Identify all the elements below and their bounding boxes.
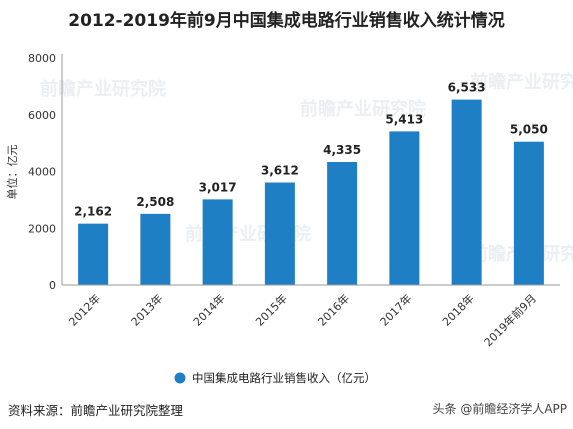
bar (513, 141, 544, 285)
data-labels-group: 2,162 2,508 3,017 3,612 4,335 5,413 6,533 5,050 (74, 81, 548, 219)
bar (451, 99, 482, 285)
brand-credit: 头条 @前瞻经济学人APP (432, 402, 568, 416)
watermark-text: 前瞻产业研究院 (470, 71, 573, 93)
chart-title: 2012-2019年前9月中国集成电路行业销售收入统计情况 (68, 11, 505, 31)
x-tick-label: 2019年前9月 (481, 291, 539, 349)
data-label: 2,508 (136, 195, 174, 209)
data-label: 5,050 (510, 123, 548, 137)
x-tick-label: 2017年 (377, 291, 414, 328)
y-tick-label: 4000 (28, 166, 56, 179)
legend-label: 中国集成电路行业销售收入（亿元） (192, 371, 376, 385)
y-tick-label: 0 (49, 279, 56, 292)
x-tick-label: 2012年 (66, 291, 103, 328)
legend-marker (174, 372, 186, 384)
bar (389, 131, 420, 285)
x-tick-label: 2015年 (253, 291, 290, 328)
data-label: 6,533 (448, 81, 486, 95)
y-axis: 0 2000 4000 6000 8000 单位：亿元 (5, 52, 63, 292)
watermark-text: 前瞻产业研究院 (300, 98, 426, 120)
data-label: 3,017 (199, 180, 237, 194)
x-tick-label: 2014年 (190, 291, 227, 328)
x-tick-label: 2016年 (315, 291, 352, 328)
legend: 中国集成电路行业销售收入（亿元） (174, 371, 376, 385)
bar (140, 213, 171, 285)
x-tick-label: 2018年 (439, 291, 476, 328)
y-tick-label: 2000 (28, 222, 56, 235)
x-tick-label: 2013年 (128, 291, 165, 328)
source-note: 资料来源：前瞻产业研究院整理 (8, 403, 184, 418)
data-label: 3,612 (261, 164, 299, 178)
y-tick-label: 6000 (28, 109, 56, 122)
y-tick-label: 8000 (28, 52, 56, 65)
data-label: 5,413 (385, 112, 423, 126)
bar (264, 182, 295, 285)
watermark-group: 前瞻产业研究院前瞻产业研究院前瞻产业研究院前瞻产业研究院前瞻产业研究院 (40, 71, 573, 265)
bar (202, 199, 233, 285)
bar (78, 223, 109, 285)
data-label: 2,162 (74, 205, 112, 219)
data-label: 4,335 (323, 143, 361, 157)
watermark-text: 前瞻产业研究院 (40, 78, 166, 100)
bar (327, 161, 358, 285)
x-axis: 2012年 2013年 2014年 2015年 2016年 2017年 2018年 2019年… (62, 284, 560, 349)
bars-group (78, 99, 544, 285)
y-axis-label: 单位：亿元 (5, 145, 19, 200)
